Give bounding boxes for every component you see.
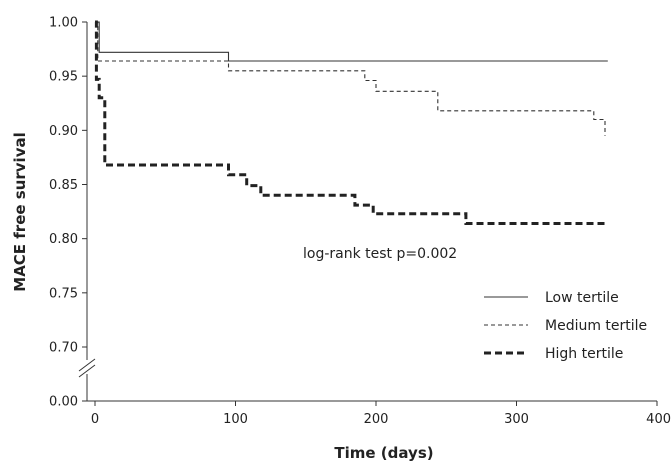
axis-break-mark (78, 358, 96, 372)
legend-label: High tertile (545, 346, 623, 362)
y-tick-label: 0.90 (49, 124, 78, 139)
y-tick-label: 0.75 (49, 286, 78, 301)
y-tick-label: 0.00 (49, 395, 78, 410)
y-tick-label: 1.00 (49, 16, 78, 31)
x-tick-label: 0 (91, 412, 99, 427)
series-layer (94, 20, 608, 225)
x-tick-label: 100 (223, 412, 248, 427)
x-axis-title: Time (days) (334, 444, 433, 462)
legend-label: Medium tertile (545, 318, 647, 334)
y-axis-title: MACE free survival (11, 132, 29, 291)
log-rank-annotation: log-rank test p=0.002 (303, 246, 457, 262)
series-high-tertile (94, 20, 608, 225)
y-tick-label: 0.70 (49, 341, 78, 356)
x-tick-label: 400 (646, 412, 671, 427)
y-tick-label: 0.95 (49, 70, 78, 85)
x-tick-label: 200 (364, 412, 389, 427)
axes: 1.00 0.95 0.90 0.85 0.80 0.75 0.70 0.00 0 100 200 3… (49, 16, 671, 428)
x-tick-label: 300 (504, 412, 529, 427)
legend: Low tertile Medium tertile High tertile (484, 290, 647, 362)
y-tick-label: 0.80 (49, 232, 78, 247)
series-medium-tertile (95, 21, 606, 136)
axis-break-mark (78, 364, 96, 378)
series-low-tertile (95, 21, 608, 62)
y-tick-label: 0.85 (49, 178, 78, 193)
legend-label: Low tertile (545, 290, 619, 306)
